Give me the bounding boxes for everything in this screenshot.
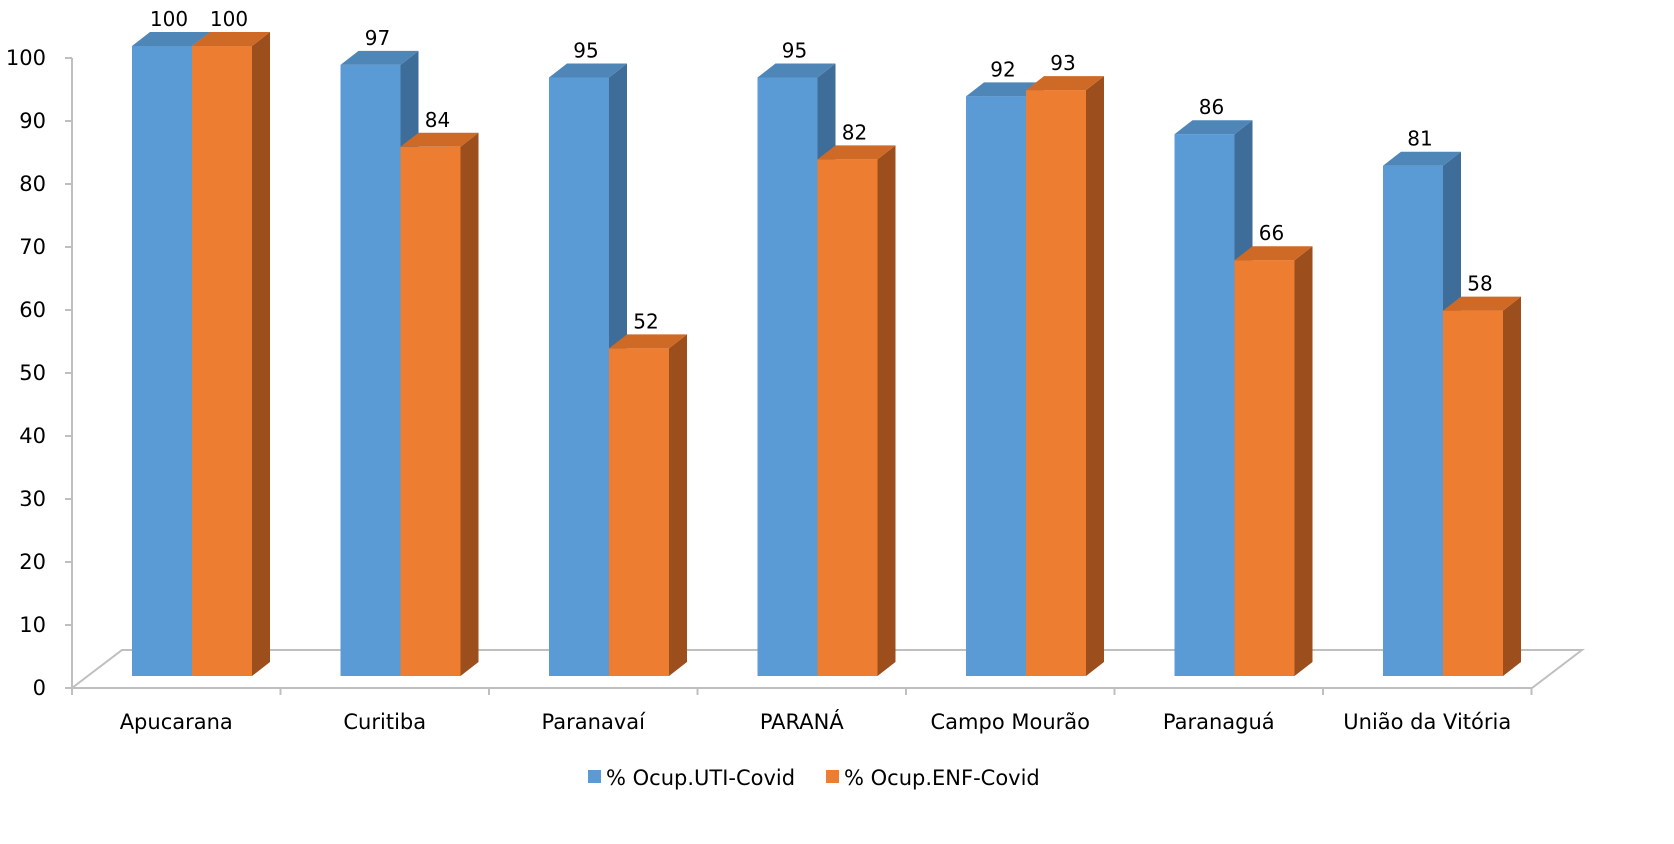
y-tick-label: 10 bbox=[19, 613, 46, 637]
data-label: 84 bbox=[425, 108, 450, 132]
data-label: 100 bbox=[150, 7, 188, 31]
bar-side bbox=[877, 145, 896, 676]
data-labels: 100 100 97 84 95 52 95 82 92 93 86 66 81 58 bbox=[150, 7, 1493, 333]
bar-top bbox=[400, 132, 479, 147]
bar bbox=[1026, 76, 1104, 677]
bar bbox=[1443, 296, 1521, 676]
bar-front bbox=[609, 348, 669, 676]
legend-label: % Ocup.UTI-Covid bbox=[606, 766, 795, 790]
bar bbox=[192, 32, 270, 676]
y-tick-label: 50 bbox=[19, 361, 46, 385]
x-tick-label: Curitiba bbox=[343, 710, 426, 734]
data-label: 66 bbox=[1259, 221, 1284, 245]
data-label: 86 bbox=[1199, 95, 1224, 119]
bar-top bbox=[609, 334, 687, 349]
x-axis-labels: Apucarana Curitiba Paranavaí PARANÁ Campo Mo… bbox=[120, 709, 1512, 734]
x-tick-label: União da Vitória bbox=[1343, 710, 1511, 734]
legend-item: % Ocup.UTI-Covid bbox=[588, 766, 795, 790]
chart-floor bbox=[69, 649, 1585, 689]
legend-swatch bbox=[826, 770, 839, 783]
legend-label: % Ocup.ENF-Covid bbox=[844, 766, 1040, 790]
bar-side bbox=[1503, 296, 1521, 676]
bar-side bbox=[669, 334, 687, 676]
x-tick-label: Paranaguá bbox=[1163, 710, 1275, 734]
y-tick-label: 70 bbox=[19, 235, 46, 259]
x-tick-label: Apucarana bbox=[120, 710, 233, 734]
legend: % Ocup.UTI-Covid % Ocup.ENF-Covid bbox=[588, 766, 1040, 790]
bar-front bbox=[1174, 134, 1235, 676]
bar bbox=[609, 334, 687, 676]
data-label: 95 bbox=[782, 39, 807, 63]
bar-front bbox=[966, 96, 1026, 676]
data-label: 95 bbox=[573, 39, 598, 63]
bar-front bbox=[1026, 90, 1086, 677]
bars bbox=[132, 32, 1521, 677]
y-tick-label: 30 bbox=[19, 487, 46, 511]
bar-top bbox=[340, 50, 419, 65]
data-label: 97 bbox=[365, 26, 390, 50]
bar-front bbox=[757, 77, 818, 676]
bar-front bbox=[1443, 310, 1503, 676]
x-tick-label: Paranavaí bbox=[542, 710, 647, 734]
legend-swatch bbox=[588, 770, 601, 783]
legend-item: % Ocup.ENF-Covid bbox=[826, 766, 1040, 790]
data-label: 58 bbox=[1467, 272, 1492, 296]
bar-side bbox=[252, 32, 270, 676]
bar-top bbox=[1443, 296, 1521, 311]
y-tick-label: 100 bbox=[6, 46, 46, 70]
data-label: 93 bbox=[1050, 51, 1075, 75]
bar-top bbox=[1026, 76, 1104, 91]
bar-top bbox=[966, 82, 1044, 97]
bar-front bbox=[400, 146, 461, 677]
data-label: 92 bbox=[990, 57, 1015, 81]
bar bbox=[817, 145, 896, 676]
data-label: 100 bbox=[210, 7, 248, 31]
bar-front bbox=[1383, 165, 1443, 676]
bar-top bbox=[817, 145, 896, 160]
bar-front bbox=[817, 159, 878, 676]
bar-top bbox=[132, 32, 210, 46]
x-tick-label: PARANÁ bbox=[760, 709, 845, 734]
bar-side bbox=[460, 132, 479, 677]
data-label: 82 bbox=[842, 120, 867, 144]
y-tick-label: 90 bbox=[19, 109, 46, 133]
bar-side bbox=[1086, 76, 1104, 677]
y-tick-label: 80 bbox=[19, 172, 46, 196]
bar-top bbox=[1383, 151, 1461, 166]
bar-side bbox=[1294, 246, 1313, 676]
bar-front bbox=[549, 77, 609, 676]
floor-plane bbox=[69, 649, 1585, 689]
y-tick-label: 40 bbox=[19, 424, 46, 448]
data-label: 81 bbox=[1407, 127, 1432, 151]
y-axis: 0 10 20 30 40 50 60 70 80 90 100 bbox=[6, 46, 1533, 700]
bar-top bbox=[192, 32, 270, 46]
bar-front bbox=[1234, 260, 1295, 676]
bar-front bbox=[340, 64, 401, 676]
bar-top bbox=[1174, 120, 1253, 135]
bar-front bbox=[192, 46, 252, 676]
y-tick-label: 20 bbox=[19, 550, 46, 574]
bar-top bbox=[1234, 246, 1313, 261]
bar bbox=[400, 132, 479, 677]
y-tick-label: 60 bbox=[19, 298, 46, 322]
bar bbox=[1234, 246, 1313, 676]
bar-front bbox=[132, 46, 192, 676]
x-tick-label: Campo Mourão bbox=[931, 710, 1090, 734]
bar-top bbox=[757, 63, 836, 78]
y-tick-label: 0 bbox=[33, 676, 46, 700]
bar-top bbox=[549, 63, 627, 78]
data-label: 52 bbox=[633, 309, 658, 333]
